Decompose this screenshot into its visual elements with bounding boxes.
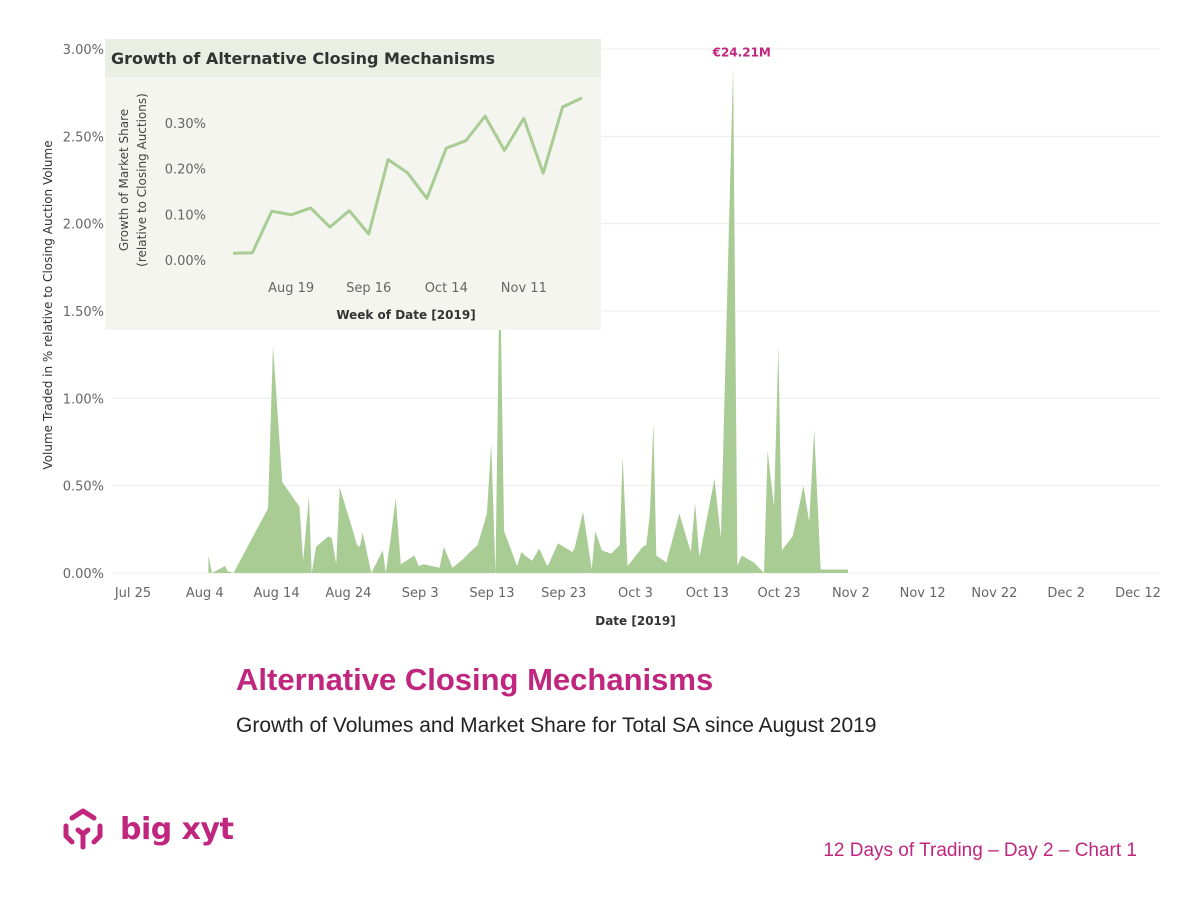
x-tick-label: Nov 2 (832, 586, 870, 601)
inset-y-tick-label: 0.10% (165, 208, 206, 223)
y-tick-label: 0.00% (63, 567, 104, 582)
inset-title: Growth of Alternative Closing Mechanisms (111, 49, 495, 68)
x-tick-label: Aug 4 (186, 586, 224, 601)
inset-x-tick-label: Oct 14 (425, 281, 468, 296)
inset-x-tick-label: Sep 16 (346, 281, 391, 296)
inset-chart: Growth of Alternative Closing Mechanisms… (105, 39, 601, 330)
inset-x-tick-label: Nov 11 (501, 281, 547, 296)
page-subtitle: Growth of Volumes and Market Share for T… (236, 714, 877, 737)
y-tick-label: 3.00% (63, 43, 104, 58)
inset-x-axis: Aug 19 Sep 16 Oct 14 Nov 11 (268, 281, 547, 296)
brand-logo: big xyt (60, 806, 234, 852)
x-tick-label: Nov 12 (900, 586, 946, 601)
x-tick-label: Sep 23 (541, 586, 586, 601)
x-tick-label: Dec 12 (1115, 586, 1161, 601)
x-tick-label: Aug 24 (325, 586, 371, 601)
inset-background (105, 39, 601, 330)
x-tick-label: Sep 13 (469, 586, 514, 601)
main-area-chart: 0.00% 0.50% 1.00% 1.50% 2.00% 2.50% 3.00% Jul … (41, 39, 1161, 628)
peak-annotation: €24.21M (712, 45, 771, 59)
inset-x-axis-title: Week of Date [2019] (336, 308, 475, 322)
y-tick-label: 2.00% (63, 218, 104, 233)
main-x-axis-title: Date [2019] (595, 614, 675, 628)
inset-y-axis-subtitle: (relative to Closing Auctions) (135, 93, 149, 267)
x-tick-label: Nov 22 (971, 586, 1017, 601)
y-tick-label: 1.00% (63, 392, 104, 407)
x-tick-label: Oct 13 (686, 586, 729, 601)
y-tick-label: 1.50% (63, 305, 104, 320)
inset-y-axis: 0.00% 0.10% 0.20% 0.30% (165, 117, 206, 269)
x-tick-label: Oct 3 (618, 586, 653, 601)
inset-y-axis-title: Growth of Market Share (117, 109, 131, 251)
inset-title-bar (105, 39, 601, 77)
x-tick-label: Sep 3 (402, 586, 439, 601)
x-tick-label: Oct 23 (757, 586, 800, 601)
inset-x-tick-label: Aug 19 (268, 281, 314, 296)
inset-y-tick-label: 0.20% (165, 163, 206, 178)
y-tick-label: 0.50% (63, 480, 104, 495)
main-x-axis: Jul 25 Aug 4 Aug 14 Aug 24 Sep 3 Sep 13 Sep 23… (114, 586, 1161, 601)
main-y-axis-title: Volume Traded in % relative to Closing A… (41, 140, 55, 469)
inset-y-tick-label: 0.30% (165, 117, 206, 132)
inset-y-tick-label: 0.00% (165, 254, 206, 269)
main-y-axis: 0.00% 0.50% 1.00% 1.50% 2.00% 2.50% 3.00% (63, 43, 104, 582)
big-xyt-logo-icon (63, 808, 103, 850)
x-tick-label: Dec 2 (1047, 586, 1085, 601)
x-tick-label: Aug 14 (254, 586, 300, 601)
brand-name: big xyt (120, 811, 234, 847)
page-title: Alternative Closing Mechanisms (236, 662, 714, 697)
x-tick-label: Jul 25 (114, 586, 151, 601)
inset-series-line (232, 96, 583, 255)
footer-caption: 12 Days of Trading – Day 2 – Chart 1 (823, 840, 1137, 861)
main-series-area (208, 66, 848, 573)
y-tick-label: 2.50% (63, 130, 104, 145)
